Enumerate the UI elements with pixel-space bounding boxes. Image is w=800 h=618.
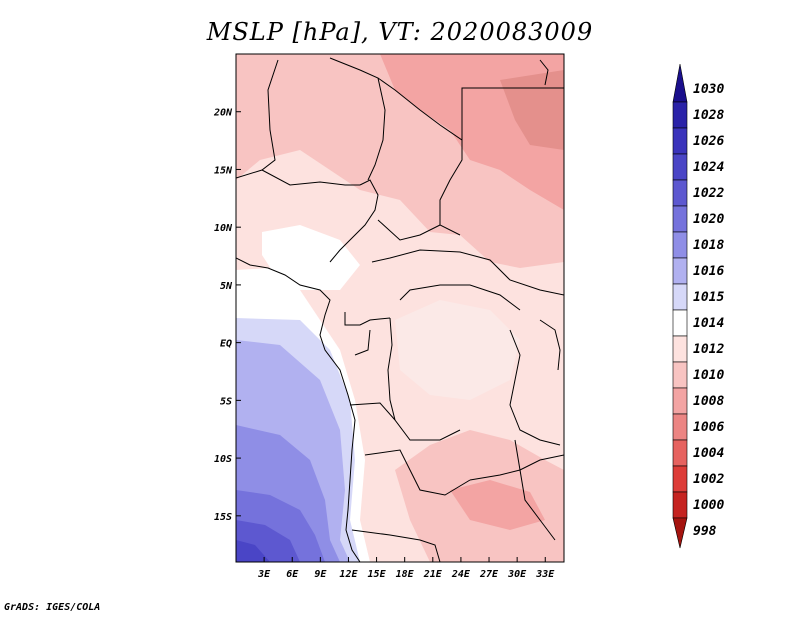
country-borders bbox=[236, 57, 564, 562]
colorbar-segment bbox=[672, 335, 688, 363]
lon-tick-label: 27E bbox=[479, 569, 499, 580]
lon-tick-label: 21E bbox=[423, 569, 443, 580]
colorbar-segment bbox=[672, 413, 688, 441]
colorbar-segment bbox=[672, 283, 688, 311]
colorbar-segment bbox=[672, 179, 688, 207]
colorbar-segment bbox=[672, 491, 688, 519]
lon-tick-label: 18E bbox=[396, 569, 415, 580]
colorbar-segment bbox=[672, 127, 688, 155]
map-frame bbox=[235, 53, 565, 563]
lat-tick-label: 15S bbox=[214, 512, 232, 523]
colorbar-segment bbox=[672, 309, 688, 337]
lon-tick-label: 6E bbox=[286, 569, 299, 580]
colorbar-label: 1002 bbox=[693, 472, 724, 487]
colorbar-segment bbox=[672, 257, 688, 285]
lat-tick-label: 5N bbox=[220, 281, 233, 292]
colorbar-segment bbox=[672, 465, 688, 493]
longitude-axis: 3E 6E 9E 12E 15E 18E 21E 24E 27E 30E 33E bbox=[257, 557, 555, 580]
lat-tick-label: 5S bbox=[220, 396, 232, 407]
colorbar-segment bbox=[672, 101, 688, 129]
lat-tick-label: 20N bbox=[213, 108, 233, 119]
colorbar-label: 1030 bbox=[693, 82, 724, 97]
lon-tick-label: 30E bbox=[507, 569, 527, 580]
colorbar-segment bbox=[672, 153, 688, 181]
colorbar-segment bbox=[672, 361, 688, 389]
lat-tick-label: 10N bbox=[214, 223, 233, 234]
colorbar-label: 1022 bbox=[693, 186, 724, 201]
colorbar-legend: 1030 1028 1026 1024 1022 1020 1018 1016 1015 1014… bbox=[672, 63, 724, 549]
map-title: MSLP [hPa], VT: 2020083009 bbox=[206, 18, 594, 46]
colorbar-label: 1026 bbox=[693, 134, 724, 149]
colorbar-label: 1018 bbox=[693, 238, 724, 253]
colorbar-segment bbox=[672, 63, 688, 103]
colorbar-label: 1010 bbox=[693, 368, 724, 383]
lon-tick-label: 12E bbox=[339, 569, 358, 580]
lat-tick-label: 15N bbox=[214, 165, 233, 176]
colorbar-label: 1008 bbox=[693, 394, 724, 409]
grads-credit: GrADS: IGES/COLA bbox=[4, 602, 101, 613]
lat-tick-label: EQ bbox=[220, 339, 232, 350]
pressure-contours bbox=[236, 54, 564, 562]
colorbar-label: 1012 bbox=[693, 342, 724, 357]
lon-tick-label: 3E bbox=[257, 569, 271, 580]
colorbar-segment bbox=[672, 517, 688, 549]
lon-tick-label: 15E bbox=[368, 569, 387, 580]
colorbar-label: 1028 bbox=[693, 108, 724, 123]
colorbar-label: 1015 bbox=[693, 290, 724, 305]
colorbar-label: 1006 bbox=[693, 420, 724, 435]
colorbar-label: 1000 bbox=[693, 498, 724, 513]
colorbar-segment bbox=[672, 231, 688, 259]
colorbar-label: 1004 bbox=[693, 446, 724, 461]
lon-tick-label: 9E bbox=[314, 569, 327, 580]
lon-tick-label: 33E bbox=[535, 569, 555, 580]
colorbar-segment bbox=[672, 205, 688, 233]
latitude-axis: 20N 15N 10N 5N EQ 5S 10S 15S bbox=[213, 108, 241, 523]
colorbar-label: 998 bbox=[693, 524, 717, 539]
colorbar-label: 1016 bbox=[693, 264, 724, 279]
colorbar-label: 1014 bbox=[693, 316, 724, 331]
lat-tick-label: 10S bbox=[214, 454, 232, 465]
colorbar-label: 1020 bbox=[693, 212, 724, 227]
lon-tick-label: 24E bbox=[451, 569, 471, 580]
colorbar-label: 1024 bbox=[693, 160, 724, 175]
colorbar-segment bbox=[672, 387, 688, 415]
colorbar-segment bbox=[672, 439, 688, 467]
